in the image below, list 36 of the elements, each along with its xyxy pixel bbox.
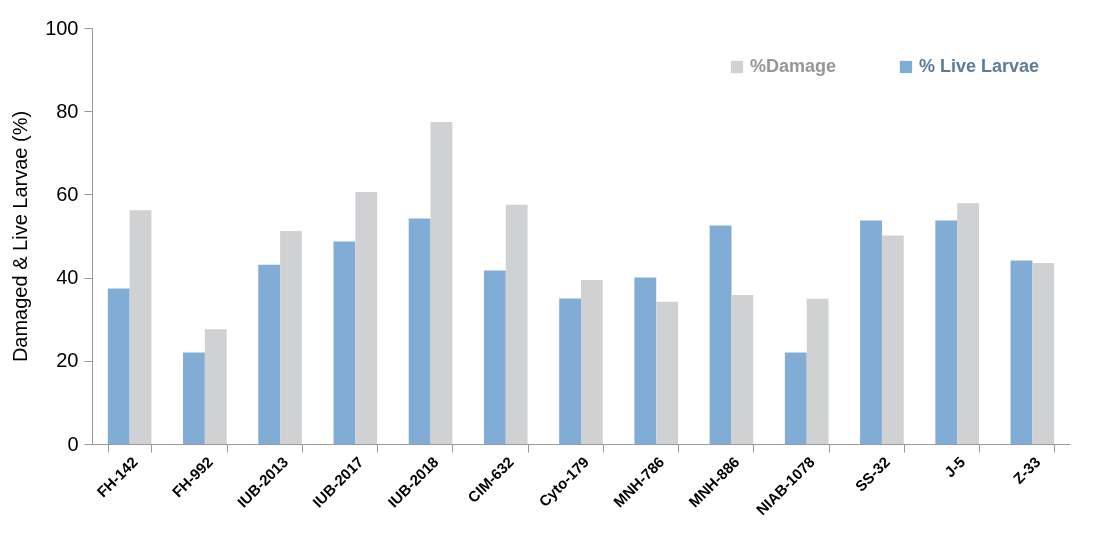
legend-label: %Damage: [750, 56, 837, 76]
y-tick-label: 20: [56, 349, 79, 372]
bar: [107, 288, 130, 444]
y-tick-label: 0: [67, 432, 79, 455]
bar: [280, 231, 302, 444]
y-tick-label: 80: [56, 99, 79, 122]
bar: [935, 220, 958, 444]
bar: [1010, 260, 1033, 444]
bar: [1032, 263, 1055, 444]
bar: [129, 210, 152, 444]
bar: [430, 122, 453, 444]
bar: [505, 204, 528, 444]
bar: [258, 264, 281, 444]
bar: [355, 191, 378, 444]
bar: [634, 277, 657, 444]
y-tick-label: 40: [56, 266, 79, 289]
x-tick-label: J-5: [940, 453, 969, 481]
y-axis-title: Damaged & Live Larvae (%): [9, 110, 32, 363]
bar: [806, 298, 829, 444]
legend-label: % Live Larvae: [919, 56, 1040, 76]
bar: [709, 225, 732, 444]
bar: [333, 241, 356, 444]
bar: [784, 352, 807, 444]
bar: [581, 280, 603, 444]
bar: [559, 298, 581, 444]
bar: [183, 352, 205, 444]
y-tick-label: 100: [45, 16, 79, 39]
bar: [881, 235, 904, 444]
bar: [204, 329, 227, 444]
bar: [656, 301, 679, 444]
y-tick-label: 60: [56, 182, 79, 205]
bar: [957, 203, 979, 444]
bar: [408, 218, 431, 444]
bar: [483, 270, 506, 444]
bar: [731, 295, 754, 444]
bar: [860, 220, 882, 444]
